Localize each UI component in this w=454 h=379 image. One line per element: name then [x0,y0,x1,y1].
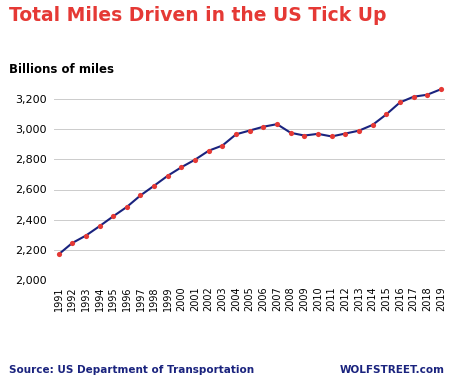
Text: Source: US Department of Transportation: Source: US Department of Transportation [9,365,254,375]
Point [369,122,376,128]
Point [273,121,281,127]
Point [205,148,212,154]
Point [192,157,199,163]
Point [287,130,294,136]
Point [96,223,103,229]
Point [424,92,431,98]
Point [123,204,130,210]
Point [178,164,185,170]
Text: Billions of miles: Billions of miles [9,63,114,75]
Point [69,240,76,246]
Point [246,127,253,133]
Point [137,193,144,199]
Point [232,131,240,137]
Point [396,99,404,105]
Point [437,86,444,92]
Point [109,213,117,219]
Text: WOLFSTREET.com: WOLFSTREET.com [340,365,445,375]
Point [410,94,417,100]
Point [355,128,363,134]
Point [301,133,308,139]
Point [383,111,390,117]
Point [260,124,267,130]
Point [151,183,158,189]
Point [219,143,226,149]
Point [328,133,335,139]
Point [341,130,349,136]
Point [82,233,89,239]
Point [55,251,62,257]
Point [164,173,172,179]
Point [314,131,321,137]
Text: Total Miles Driven in the US Tick Up: Total Miles Driven in the US Tick Up [9,6,386,25]
